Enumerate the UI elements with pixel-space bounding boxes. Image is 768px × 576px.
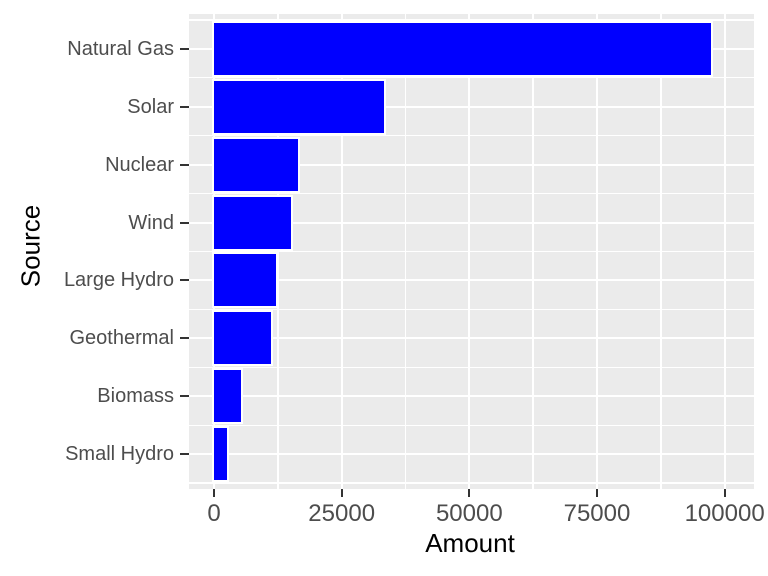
y-tick-label: Natural Gas xyxy=(67,37,174,60)
bar-wind xyxy=(212,194,294,251)
gridline-minor-horizontal xyxy=(189,250,754,253)
y-tick-label: Nuclear xyxy=(105,153,174,176)
x-tick-label: 0 xyxy=(207,500,221,527)
y-tick-mark xyxy=(180,279,189,282)
x-tick-label: 100000 xyxy=(684,500,765,527)
gridline-major-vertical xyxy=(595,14,598,489)
y-tick-mark xyxy=(180,105,189,108)
y-axis-title: Source xyxy=(15,204,46,288)
x-tick-mark xyxy=(340,489,343,497)
x-axis-title: Amount xyxy=(425,528,515,558)
y-tick-label: Large Hydro xyxy=(63,269,174,292)
bar-small-hydro xyxy=(212,426,229,483)
y-tick-label: Solar xyxy=(127,95,174,118)
gridline-major-horizontal xyxy=(189,337,754,340)
x-tick-mark xyxy=(213,489,216,497)
y-tick-mark xyxy=(180,47,189,50)
gridline-major-vertical xyxy=(213,14,216,489)
gridline-minor-horizontal xyxy=(189,366,754,369)
gridline-major-horizontal xyxy=(189,395,754,398)
bar-solar xyxy=(212,78,386,135)
gridline-major-vertical xyxy=(723,14,726,489)
bar-large-hydro xyxy=(212,252,278,309)
y-tick-mark xyxy=(180,395,189,398)
x-tick-mark xyxy=(595,489,598,497)
y-tick-label: Biomass xyxy=(97,385,174,408)
y-tick-label: Geothermal xyxy=(69,327,175,350)
gridline-minor-horizontal xyxy=(189,76,754,79)
bar-natural-gas xyxy=(212,20,714,77)
x-tick-label: 50000 xyxy=(435,500,503,527)
gridline-major-horizontal xyxy=(189,163,754,166)
y-tick-label: Wind xyxy=(128,211,174,234)
gridline-minor-horizontal xyxy=(189,134,754,137)
y-tick-label: Small Hydro xyxy=(65,443,174,466)
y-tick-mark xyxy=(180,163,189,166)
gridline-minor-horizontal xyxy=(189,19,754,21)
y-tick-mark xyxy=(180,337,189,340)
plot-panel xyxy=(189,14,754,489)
gridline-minor-horizontal xyxy=(189,482,754,484)
gridline-minor-horizontal xyxy=(189,192,754,195)
gridline-major-horizontal xyxy=(189,453,754,456)
bar-nuclear xyxy=(212,136,301,193)
gridline-major-horizontal xyxy=(189,221,754,224)
x-tick-mark xyxy=(723,489,726,497)
gridline-minor-horizontal xyxy=(189,308,754,311)
y-tick-mark xyxy=(180,221,189,224)
x-tick-label: 75000 xyxy=(563,500,631,527)
x-tick-label: 25000 xyxy=(308,500,376,527)
bar-biomass xyxy=(212,368,244,425)
gridline-major-horizontal xyxy=(189,105,754,108)
x-tick-mark xyxy=(468,489,471,497)
gridline-major-vertical xyxy=(340,14,343,489)
gridline-major-vertical xyxy=(468,14,471,489)
gridline-major-horizontal xyxy=(189,279,754,282)
gridline-minor-horizontal xyxy=(189,424,754,427)
bar-geothermal xyxy=(212,310,273,367)
y-tick-mark xyxy=(180,453,189,456)
